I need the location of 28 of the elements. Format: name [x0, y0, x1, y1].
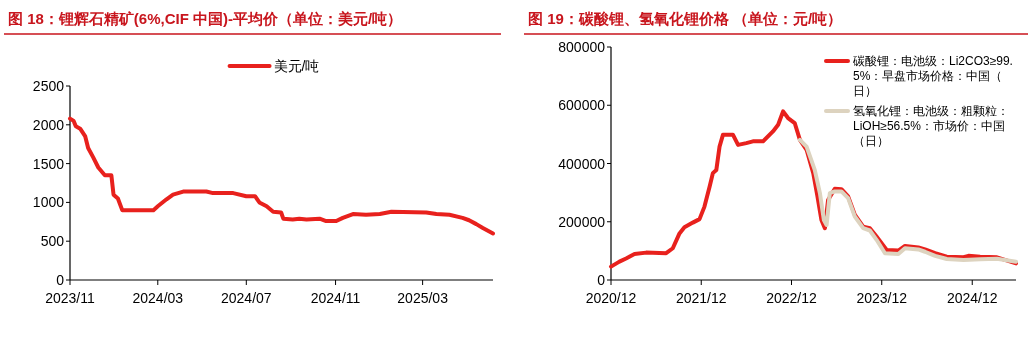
y-tick-label: 2000: [32, 116, 65, 133]
y-tick-label: 400000: [558, 155, 606, 172]
chart-title: 图 19：碳酸锂、氢氧化锂价格 （单位：元/吨）: [528, 10, 843, 27]
y-tick-label: 2500: [32, 78, 65, 94]
y-tick-label: 800000: [558, 39, 606, 55]
line-series: [68, 116, 495, 236]
x-tick-label: 2021/12: [675, 290, 727, 306]
x-tick-label: 2022/12: [766, 290, 818, 306]
legend-label: 美元/吨: [273, 58, 320, 74]
y-tick-label: 200000: [558, 213, 606, 230]
x-tick-label: 2024/11: [310, 290, 361, 306]
x-tick-label: 2023/11: [45, 290, 95, 306]
x-tick-label: 2024/03: [132, 290, 184, 306]
legend-label: 氢氧化锂：电池级：粗颗粒：LiOH≥56.5%：市场价：中国（日）: [853, 104, 1009, 148]
x-tick-label: 2020/12: [585, 290, 637, 306]
x-tick-label: 2025/03: [397, 290, 449, 306]
y-tick-label: 0: [56, 272, 65, 288]
x-tick-label: 2023/12: [856, 290, 908, 306]
legend-label: 碳酸锂：电池级：Li2CO3≥99.5%：早盘市场价格：中国（日）: [852, 54, 1013, 98]
y-tick-label: 0: [597, 272, 606, 288]
y-tick-label: 1000: [32, 194, 65, 211]
chart-title: 图 18：锂辉石精矿(6%,CIF 中国)-平均价（单位：美元/吨）: [8, 10, 403, 27]
y-tick-label: 1500: [32, 155, 65, 172]
y-tick-label: 600000: [558, 97, 606, 114]
x-tick-label: 2024/12: [946, 290, 998, 306]
y-tick-label: 500: [40, 233, 65, 250]
x-tick-label: 2024/07: [221, 290, 272, 306]
line-series: [797, 137, 1018, 264]
